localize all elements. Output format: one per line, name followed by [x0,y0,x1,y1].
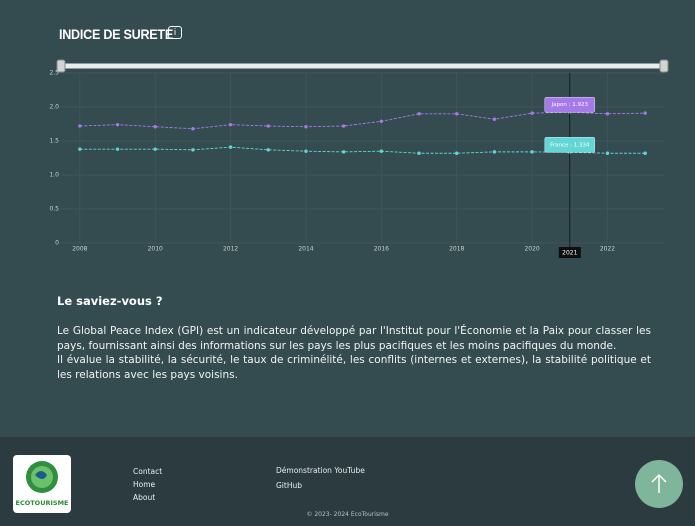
data-point [153,147,157,151]
data-point [115,122,120,127]
logo-globe [26,461,58,493]
footer-link[interactable]: Contact [133,467,163,476]
hover-tooltip [544,97,595,113]
data-point [455,112,459,116]
data-point [341,150,346,154]
data-point [379,149,384,153]
data-point [228,145,233,149]
range-handle [659,59,669,73]
hover-tooltip-label: France : 1.334 [550,142,590,148]
data-point [266,148,270,152]
x-tick-label: 2010 [148,246,163,253]
data-point [266,124,270,128]
x-tick-label: 2016 [374,246,389,253]
data-point [417,151,421,155]
range-handle [56,59,66,73]
data-point [304,149,308,153]
logo[interactable] [13,455,71,513]
y-tick-label: 0 [55,240,59,247]
data-point [605,151,610,155]
x-tick-label: 2020 [524,246,539,253]
data-point [605,112,610,116]
footer-link[interactable]: Home [133,480,156,489]
footer-link[interactable]: Démonstration YouTube [276,466,365,475]
y-tick-label: 1.0 [49,172,59,179]
data-point [643,151,647,155]
info-paragraph: Le Global Peace Index (GPI) est un indic… [57,325,651,352]
section-title: INDICE DE SURETE [59,26,174,42]
info-paragraph: Il évalue la stabilité, la sécurité, le … [57,354,651,381]
y-tick-label: 2.5 [49,70,59,77]
footer-link[interactable]: About [133,493,156,502]
x-tick-label: 2012 [223,246,238,253]
footer [0,437,695,526]
data-point [153,125,157,129]
x-tick-label: 2022 [600,246,615,253]
arrow-icon [651,473,667,493]
series-line [79,111,646,130]
hover-x-box [558,247,581,258]
data-point [643,111,647,115]
data-point [492,117,497,121]
data-point [115,147,120,151]
data-point [304,125,308,129]
info-heading: Le saviez-vous ? [57,294,163,308]
copyright: © 2023- 2024 EcoTourisme [306,511,389,518]
info-button[interactable]: i [168,26,182,39]
data-point [341,124,346,128]
data-point [417,112,421,116]
y-tick-label: 2.0 [49,104,59,111]
x-tick-label: 2018 [449,246,464,253]
data-point [78,147,82,151]
data-point [78,124,82,128]
x-tick-label: 2014 [298,246,313,253]
y-tick-label: 0.5 [49,206,59,213]
y-tick-label: 1.5 [49,138,59,145]
data-point [191,148,195,152]
hover-tooltip-label: Japon : 1.923 [551,102,589,108]
data-point [379,119,384,123]
footer-link[interactable]: GitHub [276,481,302,490]
hover-tooltip [544,137,595,153]
data-point [530,111,534,115]
data-point [455,151,459,155]
chart: 0 0.5 1.0 1.5 2.0 2.5 2008 2010 2012 2014 2016 2018… [49,59,669,258]
hover-x-label: 2021 [562,250,577,257]
x-tick-label: 2008 [72,246,87,253]
data-point [492,150,497,154]
scroll-top-button[interactable] [635,460,683,508]
data-point [530,150,534,154]
data-point [191,127,195,131]
data-point [228,122,233,127]
logo-text: ECOTOURISME [15,499,69,507]
